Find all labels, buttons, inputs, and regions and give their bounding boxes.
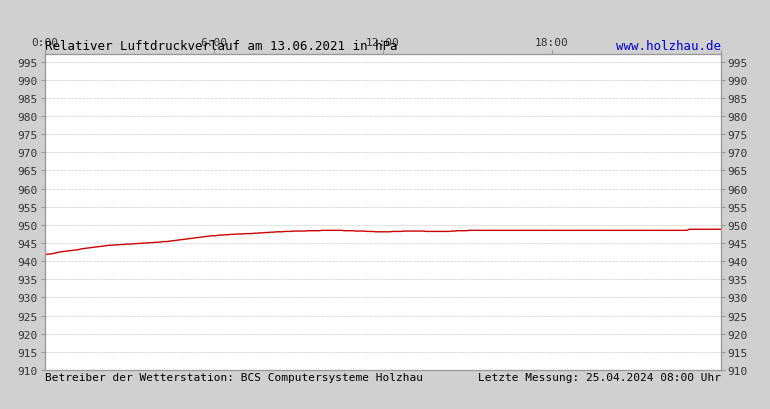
Text: Betreiber der Wetterstation: BCS Computersysteme Holzhau: Betreiber der Wetterstation: BCS Compute…	[45, 372, 423, 382]
Text: Letzte Messung: 25.04.2024 08:00 Uhr: Letzte Messung: 25.04.2024 08:00 Uhr	[477, 372, 721, 382]
Text: www.holzhau.de: www.holzhau.de	[616, 40, 721, 53]
Text: Relativer Luftdruckverlauf am 13.06.2021 in hPa: Relativer Luftdruckverlauf am 13.06.2021…	[45, 40, 397, 53]
